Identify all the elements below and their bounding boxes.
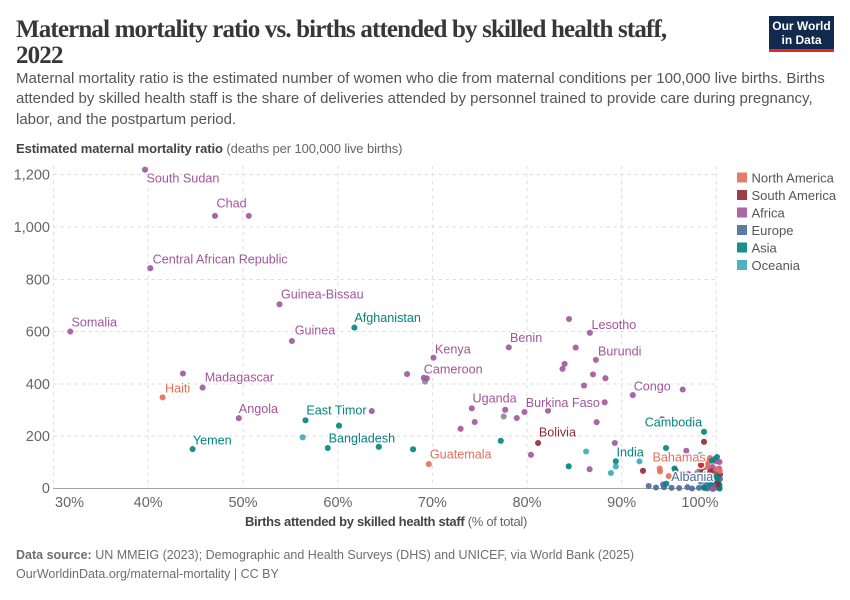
svg-text:Bahamas: Bahamas [653, 451, 706, 465]
svg-text:Lesotho: Lesotho [592, 318, 637, 332]
svg-text:Guinea-Bissau: Guinea-Bissau [281, 288, 364, 302]
svg-text:Haiti: Haiti [165, 382, 190, 396]
svg-text:Guatemala: Guatemala [430, 448, 492, 462]
svg-text:South Sudan: South Sudan [147, 172, 220, 186]
svg-text:Somalia: Somalia [72, 316, 118, 330]
svg-text:Madagascar: Madagascar [205, 371, 274, 385]
svg-text:Bolivia: Bolivia [539, 426, 576, 440]
svg-text:Albania: Albania [671, 470, 713, 484]
svg-text:Africa: Africa [752, 206, 786, 221]
svg-text:40%: 40% [134, 495, 163, 511]
svg-text:Congo: Congo [634, 380, 671, 394]
svg-text:70%: 70% [418, 495, 447, 511]
svg-text:South America: South America [752, 188, 837, 203]
svg-text:Angola: Angola [239, 402, 278, 416]
svg-text:90%: 90% [607, 495, 636, 511]
svg-text:50%: 50% [228, 495, 257, 511]
svg-text:Cambodia: Cambodia [645, 416, 702, 430]
svg-text:Burkina Faso: Burkina Faso [526, 396, 600, 410]
svg-text:1,000: 1,000 [14, 220, 50, 236]
svg-text:Chad: Chad [217, 197, 247, 211]
svg-text:Asia: Asia [752, 241, 778, 256]
svg-text:30%: 30% [55, 495, 84, 511]
svg-text:80%: 80% [512, 495, 541, 511]
svg-text:Burundi: Burundi [598, 345, 641, 359]
svg-text:Afghanistan: Afghanistan [354, 311, 421, 325]
svg-text:200: 200 [26, 429, 50, 445]
svg-text:0: 0 [42, 481, 50, 497]
svg-text:Cameroon: Cameroon [424, 363, 483, 377]
svg-text:Oceania: Oceania [752, 258, 801, 273]
svg-text:800: 800 [26, 273, 50, 289]
svg-text:East Timor: East Timor [306, 404, 366, 418]
svg-text:Europe: Europe [752, 223, 794, 238]
svg-text:Yemen: Yemen [193, 434, 232, 448]
svg-text:100%: 100% [681, 495, 718, 511]
svg-text:Bangladesh: Bangladesh [329, 432, 396, 446]
svg-text:Central African Republic: Central African Republic [153, 253, 288, 267]
svg-text:600: 600 [26, 325, 50, 341]
svg-text:60%: 60% [323, 495, 352, 511]
svg-text:Guinea: Guinea [295, 324, 336, 338]
svg-text:North America: North America [752, 171, 835, 186]
svg-text:1,200: 1,200 [14, 168, 50, 184]
svg-text:Benin: Benin [510, 331, 542, 345]
svg-text:India: India [617, 446, 644, 460]
svg-text:Uganda: Uganda [473, 392, 517, 406]
svg-text:Kenya: Kenya [435, 343, 471, 357]
svg-text:400: 400 [26, 377, 50, 393]
